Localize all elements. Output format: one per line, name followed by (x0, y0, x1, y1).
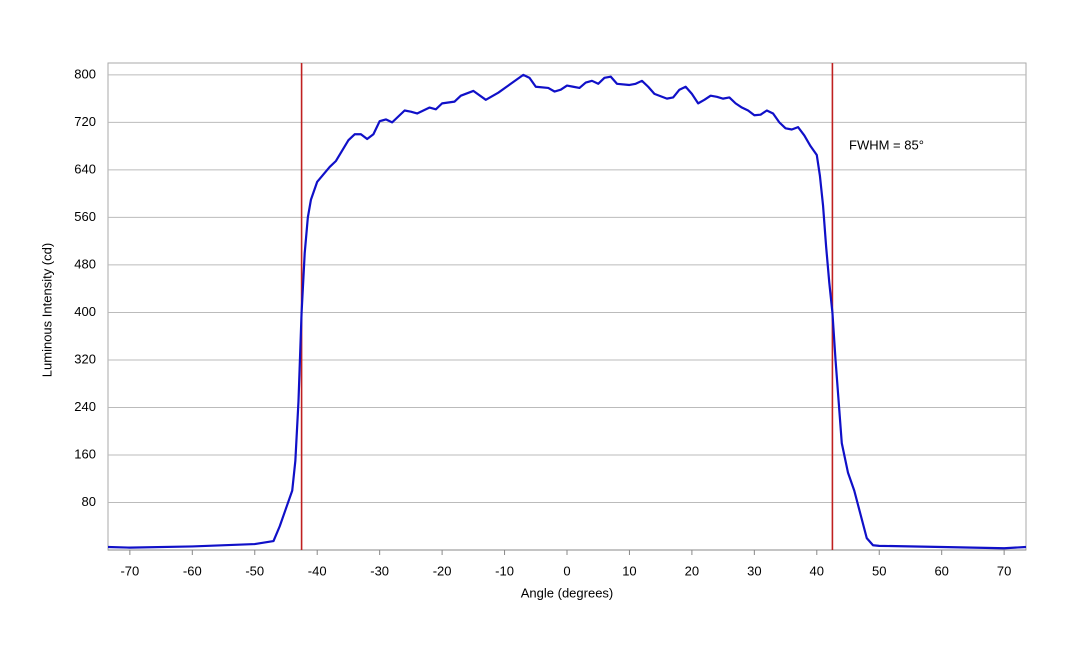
x-tick-label: 30 (747, 563, 761, 578)
data-line (107, 73, 1027, 550)
x-axis-label: Angle (degrees) (521, 585, 614, 600)
x-tick-label: 0 (563, 563, 570, 578)
y-tick-label: 240 (74, 399, 96, 414)
y-tick-label: 80 (82, 494, 96, 509)
x-tick-label: -10 (495, 563, 514, 578)
x-tick-label: 20 (685, 563, 699, 578)
y-tick-label: 640 (74, 161, 96, 176)
x-tick-label: -20 (433, 563, 452, 578)
y-tick-label: 320 (74, 351, 96, 366)
y-tick-label: 160 (74, 446, 96, 461)
x-tick-label: -70 (120, 563, 139, 578)
y-tick-label: 560 (74, 209, 96, 224)
x-tick-label: -50 (245, 563, 264, 578)
y-tick-label: 720 (74, 114, 96, 129)
x-tick-label: 50 (872, 563, 886, 578)
y-axis-label: Luminous Intensity (cd) (39, 243, 54, 377)
x-tick-label: 60 (934, 563, 948, 578)
x-tick-label: 70 (997, 563, 1011, 578)
x-tick-label: -60 (183, 563, 202, 578)
x-tick-label: 10 (622, 563, 636, 578)
y-tick-label: 800 (74, 66, 96, 81)
annotation: FWHM = 85° (849, 137, 924, 152)
x-tick-label: -30 (370, 563, 389, 578)
plot-frame (107, 62, 1027, 551)
y-tick-label: 400 (74, 304, 96, 319)
x-tick-label: 40 (810, 563, 824, 578)
y-tick-label: 480 (74, 256, 96, 271)
x-tick-label: -40 (308, 563, 327, 578)
